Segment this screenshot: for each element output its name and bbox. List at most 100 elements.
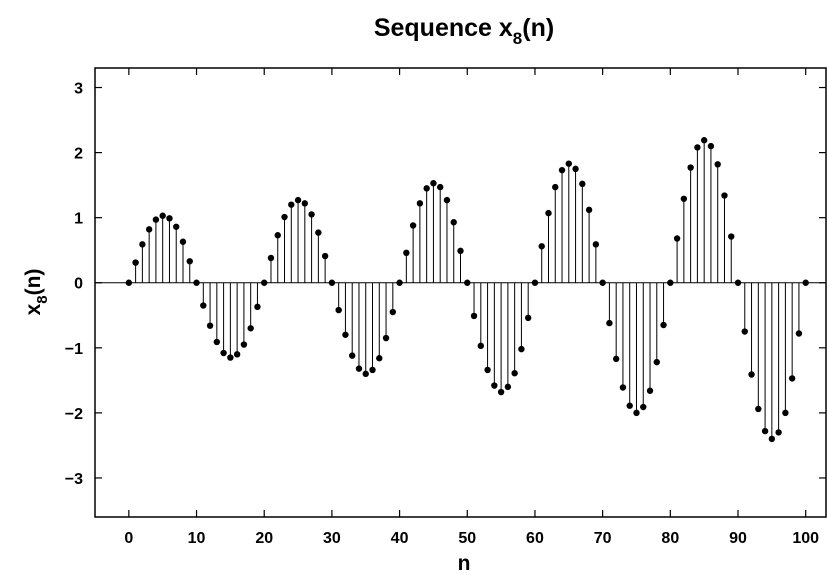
stem-marker (240, 341, 248, 348)
stem-marker (267, 254, 275, 262)
stem-marker (294, 196, 302, 204)
stem-marker (227, 354, 234, 361)
stem-marker (687, 164, 694, 171)
stem-marker (788, 375, 796, 382)
stem-marker (538, 243, 545, 250)
stem-marker (403, 249, 410, 257)
axis-ticks (95, 68, 826, 517)
stems (135, 140, 800, 439)
stem-marker (673, 235, 681, 242)
stem-marker (518, 345, 525, 353)
stem-marker (572, 165, 579, 173)
stem-marker (761, 427, 769, 435)
stem-marker (443, 196, 451, 204)
chart-title: Sequence x8(n) (374, 14, 554, 48)
stem-marker (497, 388, 505, 396)
stem-marker (558, 166, 566, 174)
stem-marker (132, 259, 139, 266)
y-tick-label: 3 (74, 81, 83, 98)
stem-marker (389, 308, 397, 316)
x-tick-label: 80 (661, 530, 679, 547)
x-tick-label: 40 (391, 530, 409, 547)
stem-marker (308, 211, 315, 218)
stem-marker (579, 180, 586, 188)
stem-marker (721, 192, 728, 199)
stem-marker (714, 161, 721, 168)
stem-markers (125, 137, 809, 443)
stem-marker (396, 279, 403, 286)
stem-marker (633, 409, 640, 417)
stem-marker (552, 183, 559, 191)
stem-marker (680, 195, 688, 202)
stem-marker (782, 409, 789, 417)
stem-marker (369, 366, 376, 374)
stem-marker (457, 247, 464, 255)
stem-marker (315, 229, 322, 236)
stem-marker (653, 358, 660, 366)
stem-marker (159, 212, 166, 219)
x-tick-label: 10 (188, 530, 206, 547)
stem-marker (342, 331, 349, 338)
stem-marker (660, 321, 667, 329)
stem-marker (592, 241, 600, 248)
stem-marker (362, 370, 369, 378)
stem-marker (531, 279, 539, 286)
stem-marker (213, 338, 221, 346)
stem-marker (646, 387, 654, 394)
stem-marker (335, 306, 342, 314)
stem-marker (220, 349, 227, 357)
x-tick-label: 0 (124, 530, 133, 547)
stem-marker (409, 222, 417, 229)
y-tick-label: 2 (74, 146, 83, 163)
stem-marker (416, 200, 424, 207)
stem-marker (261, 279, 268, 286)
stem-marker (470, 312, 478, 320)
stem-marker (511, 369, 518, 377)
plot-frame (94, 67, 827, 518)
stem-marker (565, 160, 572, 167)
x-tick-label: 20 (255, 530, 273, 547)
stem-marker (139, 241, 146, 248)
stem-marker (288, 201, 295, 208)
stem-marker (802, 279, 809, 286)
x-tick-label: 30 (323, 530, 341, 547)
x-tick-label: 70 (594, 530, 612, 547)
stem-marker (376, 355, 383, 362)
stem-marker (301, 200, 309, 207)
y-tick-label: −1 (65, 341, 83, 358)
stem-marker (477, 342, 485, 350)
stem-marker (328, 279, 336, 286)
stem-marker (186, 258, 193, 265)
stem-marker (795, 330, 803, 337)
stem-marker (484, 366, 491, 374)
stem-marker (125, 279, 133, 286)
stem-marker (694, 144, 701, 151)
stem-marker (274, 232, 281, 239)
stem-marker (619, 384, 627, 391)
stem-marker (430, 179, 437, 187)
y-axis-label: x8(n) (22, 269, 51, 316)
stem-marker (436, 183, 444, 191)
x-tick-label: 50 (458, 530, 476, 547)
stem-marker (179, 238, 187, 245)
stem-marker (734, 279, 742, 286)
stem-marker (145, 226, 153, 233)
stem-marker (349, 352, 356, 359)
stem-marker (667, 279, 674, 286)
stem-marker (775, 429, 782, 436)
stem-marker (152, 216, 160, 223)
y-tick-label: −3 (65, 471, 83, 488)
y-tick-label: 0 (74, 276, 83, 293)
stem-marker (728, 233, 735, 240)
stem-marker (200, 302, 207, 309)
stem-marker (382, 334, 390, 342)
stem-marker (768, 435, 776, 443)
stem-marker (741, 328, 748, 335)
stem-marker (612, 355, 620, 363)
stem-marker (247, 325, 254, 332)
y-tick-label: 1 (74, 211, 83, 228)
x-tick-label: 90 (729, 530, 747, 547)
stem-marker (606, 319, 613, 327)
stem-marker (491, 382, 498, 389)
